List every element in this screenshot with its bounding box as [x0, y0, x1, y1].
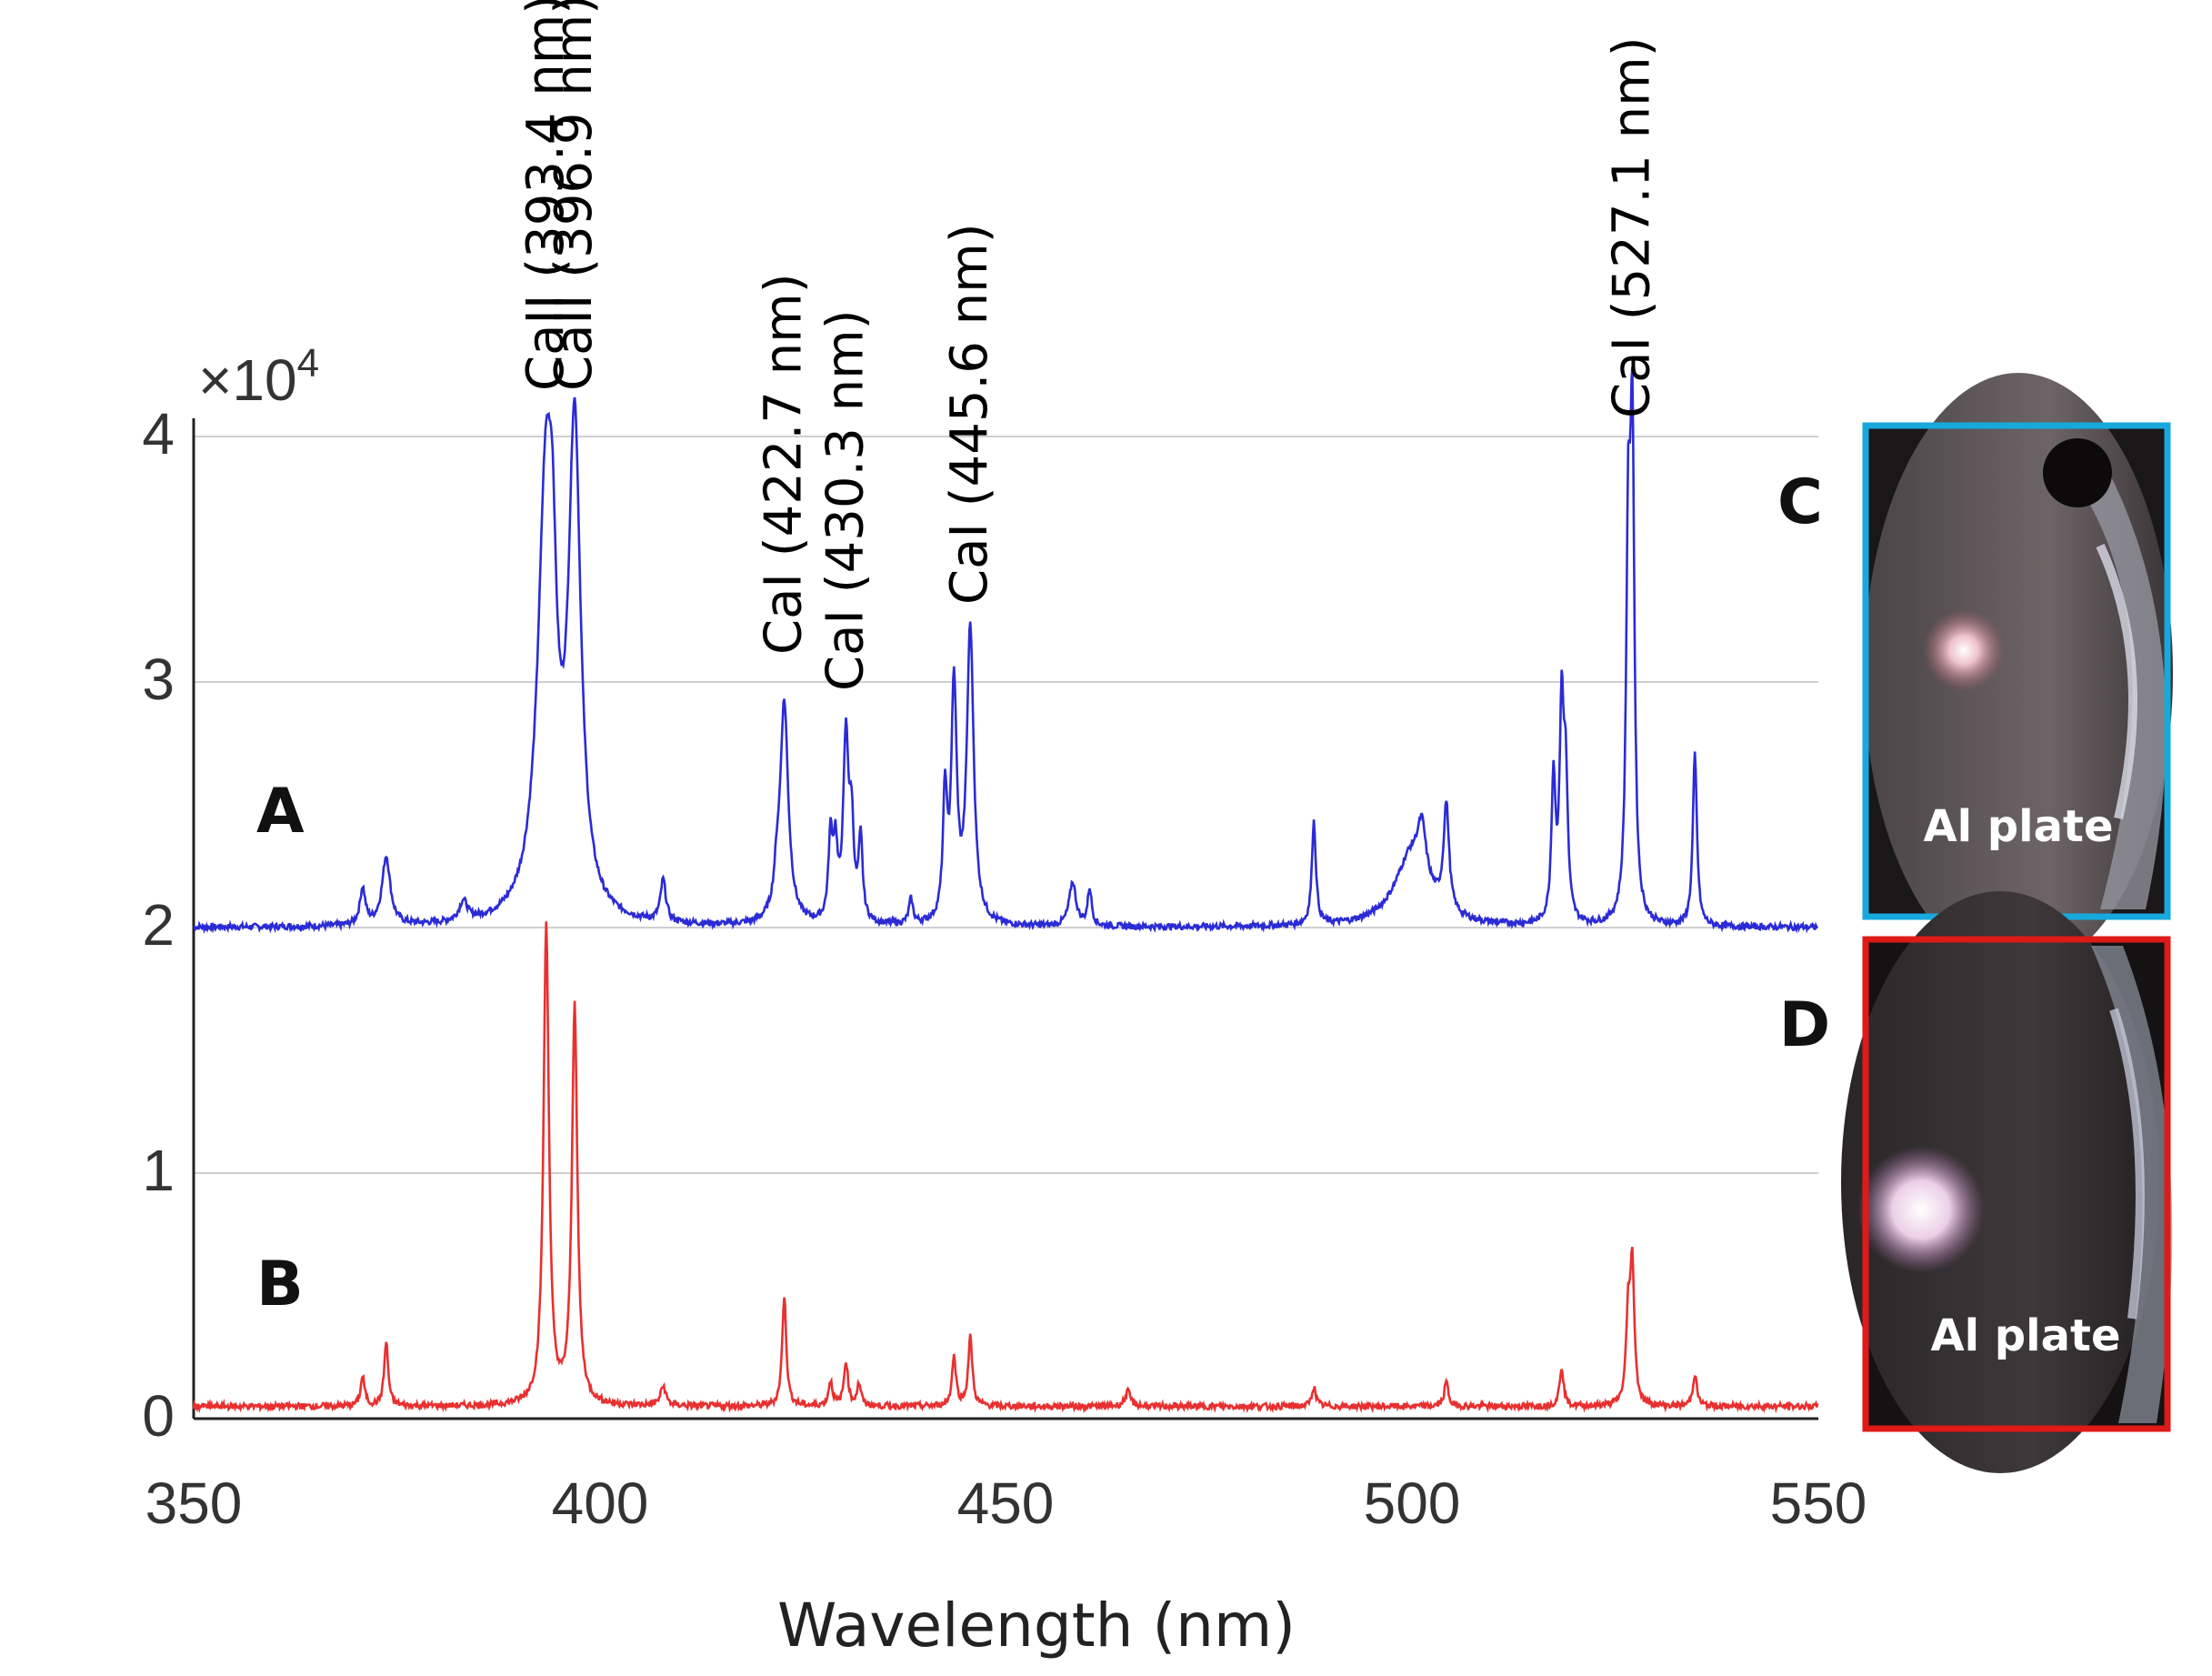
y-tick-label: 2	[142, 892, 175, 958]
x-tick-label: 500	[1364, 1470, 1461, 1536]
y-tick-label: 3	[142, 647, 175, 712]
photo-c-edge-highlight	[2096, 543, 2137, 820]
photo-panel-c: C Al plate	[1777, 373, 2173, 973]
photo-d-plate	[1841, 891, 2159, 1473]
photo-c-plasma	[1923, 609, 2005, 691]
y-tick-label: 4	[142, 401, 175, 467]
photo-letter-c: C	[1777, 467, 1823, 538]
peak-label: CaI (430.3 nm)	[816, 309, 875, 691]
y-tick-label: 0	[142, 1383, 175, 1449]
series-label-a: A	[256, 776, 305, 848]
peak-labels: CaII (393.4 nm)CaII (396.9 nm) CaI (422.7…	[516, 0, 1662, 691]
peak-label: CaI (445.6 nm)	[940, 223, 999, 605]
y-multiplier-label: ×104	[198, 341, 319, 413]
x-tick-labels: 350 400 450 500 550	[145, 1470, 1867, 1536]
photo-c-caption: Al plate	[1923, 801, 2113, 852]
x-axis-title: Wavelength (nm)	[777, 1591, 1296, 1661]
photo-panel-d: D Al plate	[1779, 891, 2173, 1473]
peak-label: CaII (393.4 nm)	[516, 0, 576, 391]
x-tick-label: 400	[552, 1470, 649, 1536]
photo-c-mount	[2043, 438, 2112, 507]
photo-d-plasma	[1857, 1146, 1985, 1273]
photo-d-caption: Al plate	[1930, 1310, 2120, 1361]
y-tick-labels: 0 1 2 3 4	[142, 401, 175, 1449]
photo-d-frame	[1862, 936, 2171, 1432]
y-multiplier-base: ×10	[198, 347, 297, 413]
peak-label: CaII (396.9 nm)	[545, 0, 604, 391]
y-tick-label: 1	[142, 1138, 175, 1203]
photo-d-plate-edge	[2091, 946, 2173, 1423]
x-tick-label: 450	[957, 1470, 1055, 1536]
photo-c-plate-edge	[2082, 473, 2167, 909]
grid-lines	[194, 436, 1818, 1420]
photo-letter-d: D	[1779, 989, 1830, 1061]
peak-label: CaI (422.7 nm)	[755, 273, 814, 655]
series-line-a	[193, 366, 1819, 935]
y-multiplier-exponent: 4	[297, 341, 319, 386]
series-label-b: B	[256, 1249, 304, 1320]
photo-c-plate	[1864, 373, 2173, 973]
peak-label: CaI (527.1 nm)	[1602, 36, 1661, 418]
photo-d-edge-highlight	[2109, 1008, 2145, 1320]
series-line-b	[192, 921, 1819, 1414]
x-tick-label: 550	[1770, 1470, 1867, 1536]
x-tick-label: 350	[145, 1470, 243, 1536]
